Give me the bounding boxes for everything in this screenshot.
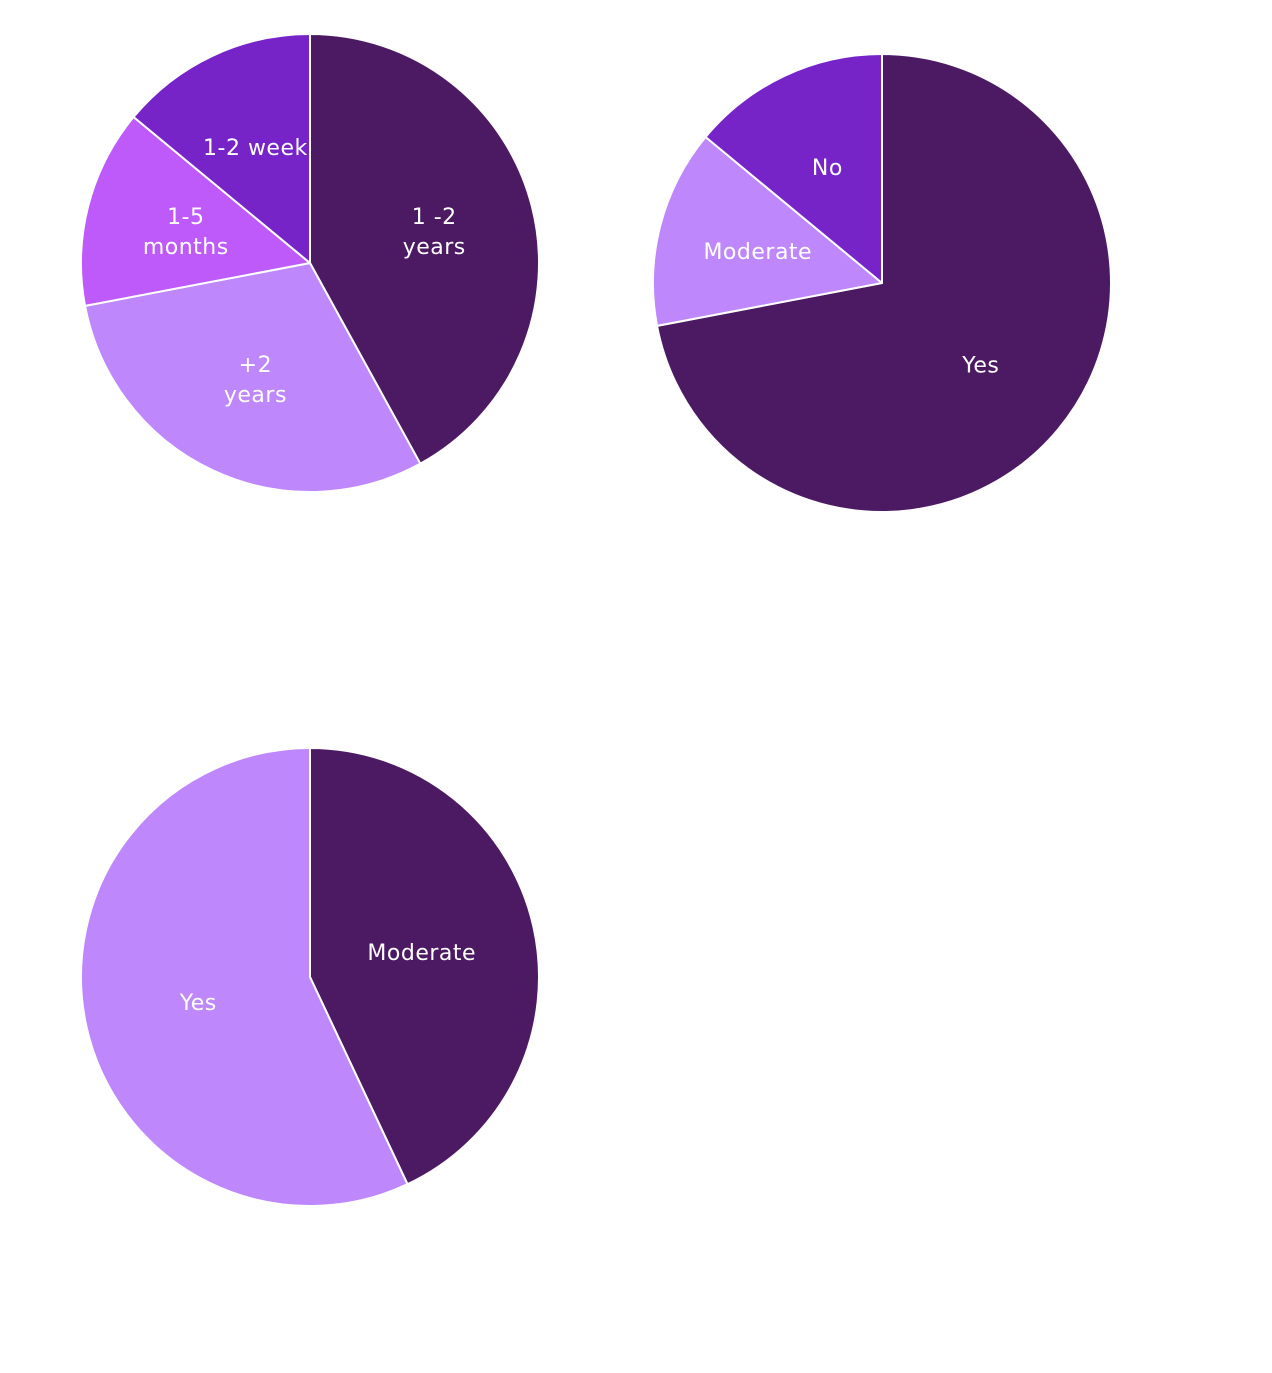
pie-label-yes: Yes	[179, 991, 217, 1016]
pie-label-2-years: +2 years	[224, 353, 287, 408]
pie-slice-yes	[656, 53, 1112, 513]
pie-label-1-2-years: 1 -2 years	[403, 205, 466, 260]
pie-label-1-2-week: 1-2 week	[203, 136, 308, 161]
pie-slice-1-2-week	[132, 33, 311, 264]
pie-slice-1-5-months	[80, 116, 311, 307]
pie-slice-no	[704, 53, 883, 284]
pie-slice-yes	[80, 747, 409, 1207]
pie-label-moderate: Moderate	[703, 240, 812, 265]
pie-slice-1-2-years	[309, 33, 540, 465]
pie-slice-moderate	[309, 747, 541, 1186]
pie-chart-3: Moderate Yes	[80, 747, 541, 1207]
pie-label-yes: Yes	[961, 354, 999, 379]
pie-label-no: No	[812, 156, 843, 181]
pie-label-moderate: Moderate	[367, 941, 476, 966]
pie-chart-1: 1 -2 years +2 years 1-5 months 1-2 week	[80, 33, 540, 493]
pie-label-1-5-months: 1-5 months	[143, 205, 229, 260]
pie-slice-2-years	[84, 262, 422, 493]
pie-chart-2: Yes Moderate No	[652, 53, 1112, 513]
pie-slice-moderate	[652, 136, 883, 327]
